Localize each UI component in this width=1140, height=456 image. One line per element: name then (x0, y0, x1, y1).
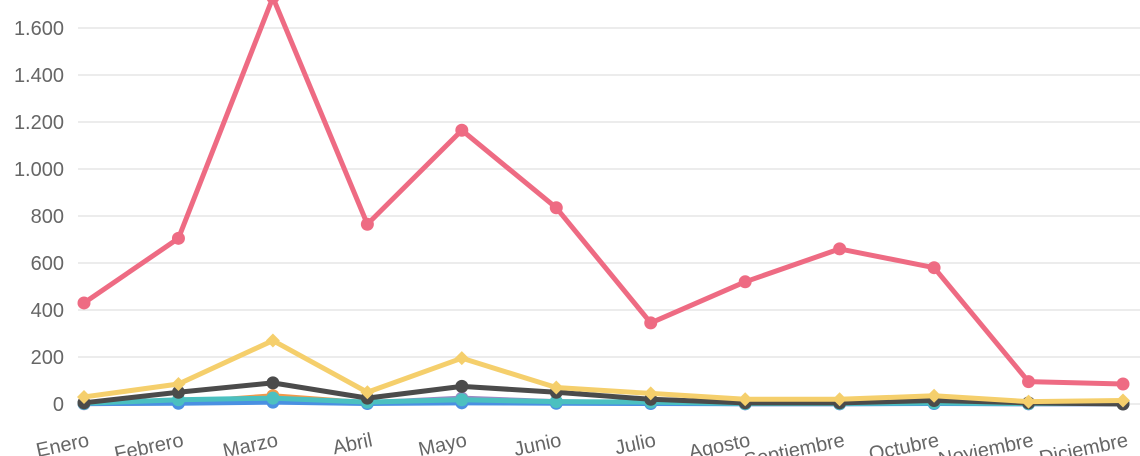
y-tick-label: 1.000 (14, 159, 64, 181)
series-6 (77, 333, 1130, 409)
data-point (455, 123, 469, 137)
gridlines (78, 27, 1140, 405)
data-point (77, 296, 91, 310)
x-tick-label: Marzo (221, 429, 280, 456)
y-tick-label: 1.400 (14, 65, 64, 87)
y-tick-label: 800 (31, 206, 64, 228)
data-point (360, 385, 375, 400)
y-tick-label: 1.600 (14, 18, 64, 40)
data-point (171, 377, 186, 392)
data-point (265, 333, 280, 348)
data-point (549, 201, 563, 215)
data-point (644, 316, 658, 330)
data-point (1021, 394, 1036, 409)
data-point (455, 379, 469, 393)
data-point (927, 388, 942, 403)
data-point (833, 242, 847, 256)
data-point (360, 217, 374, 231)
series-0 (77, 0, 1130, 391)
y-tick-label: 1.200 (14, 112, 64, 134)
data-point (266, 391, 280, 405)
x-tick-label: Abril (331, 429, 375, 456)
y-tick-label: 600 (31, 253, 64, 275)
series-line (81, 338, 1126, 405)
data-point (266, 0, 279, 4)
x-tick-label: Diciembre (1037, 429, 1130, 456)
data-point (455, 393, 469, 407)
data-point (549, 380, 564, 395)
data-point (171, 231, 185, 245)
x-tick-label: Mayo (416, 429, 468, 456)
x-tick-label: Enero (34, 429, 91, 456)
data-point (927, 261, 941, 275)
data-point (738, 275, 752, 289)
x-tick-label: Septiembre (742, 429, 847, 456)
data-point (1022, 375, 1036, 389)
x-tick-label: Noviembre (936, 429, 1035, 456)
data-point (643, 386, 658, 401)
x-tick-label: Octubre (867, 429, 941, 456)
data-point (1116, 377, 1130, 391)
series-lines (77, 0, 1130, 411)
data-point (549, 395, 563, 409)
series-line (81, 0, 1126, 387)
data-point (77, 389, 91, 404)
data-point (1116, 393, 1130, 408)
data-point (454, 351, 469, 366)
y-tick-label: 0 (53, 394, 64, 416)
y-axis-ticks: 0 200 400 600 800 1.000 1.200 1.400 1.600 (14, 18, 64, 416)
x-tick-label: Julio (613, 429, 658, 456)
data-point (171, 385, 185, 399)
y-tick-label: 400 (31, 300, 64, 322)
y-tick-label: 200 (31, 347, 64, 369)
x-tick-label: Febrero (112, 429, 185, 456)
x-axis-ticks: Enero Febrero Marzo Abril Mayo Junio Julio Agos… (34, 429, 1130, 456)
x-tick-label: Junio (512, 429, 563, 456)
data-point (832, 392, 847, 407)
data-point (266, 376, 280, 390)
data-point (738, 392, 753, 407)
series-line (81, 380, 1126, 407)
